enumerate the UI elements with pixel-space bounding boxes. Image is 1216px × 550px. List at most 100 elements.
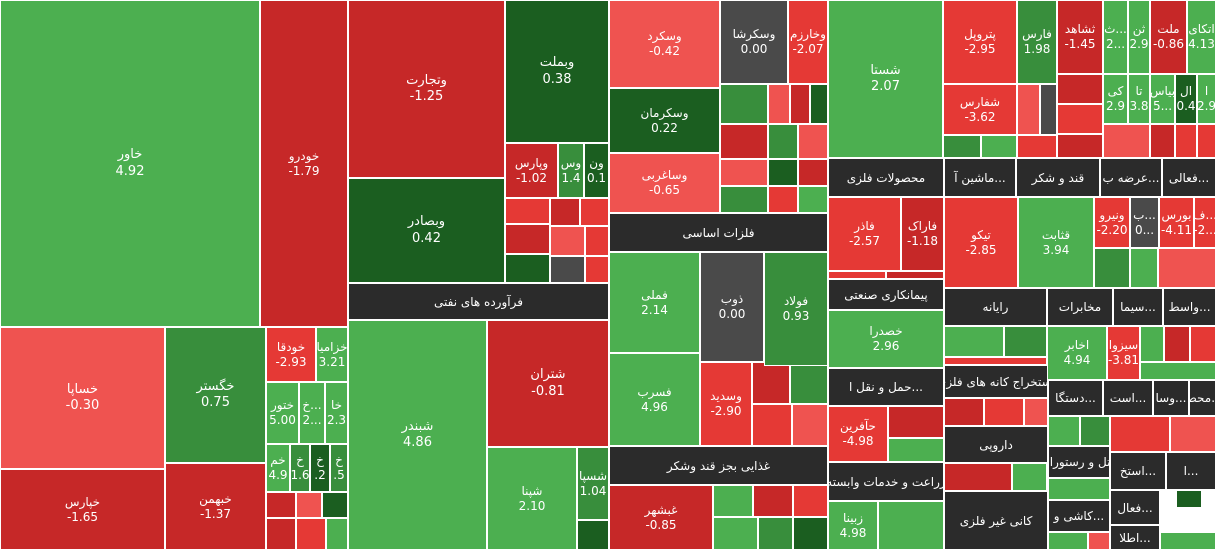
treemap-filler-cell[interactable] xyxy=(1176,490,1202,508)
sector-header[interactable]: داروپی xyxy=(944,426,1048,463)
treemap-tile[interactable]: فاراک -1.18 xyxy=(901,197,944,271)
treemap-tile[interactable]: وسکرمان 0.22 xyxy=(609,88,720,153)
treemap-filler-cell[interactable] xyxy=(1004,326,1047,357)
treemap-tile[interactable]: خا 2.3 xyxy=(325,382,348,444)
treemap-filler-cell[interactable] xyxy=(720,124,768,159)
treemap-filler-cell[interactable] xyxy=(713,517,758,550)
treemap-filler-cell[interactable] xyxy=(1190,326,1216,362)
sector-header[interactable]: است... xyxy=(1103,380,1153,416)
treemap-tile[interactable]: ون 0.1 xyxy=(584,143,609,198)
treemap-tile[interactable]: خودرو -1.79 xyxy=(260,0,348,327)
treemap-filler-cell[interactable] xyxy=(944,398,984,426)
sector-header[interactable]: ا... xyxy=(1166,452,1216,490)
treemap-tile[interactable]: اخابر 4.94 xyxy=(1047,326,1107,380)
treemap-filler-cell[interactable] xyxy=(752,362,790,404)
sector-header[interactable]: محصولات فلزی xyxy=(828,158,944,197)
treemap-tile[interactable]: ذوب 0.00 xyxy=(700,252,764,362)
treemap-tile[interactable]: خپارس -1.65 xyxy=(0,469,165,550)
treemap-filler-cell[interactable] xyxy=(828,271,886,279)
treemap-filler-cell[interactable] xyxy=(1170,416,1216,452)
treemap-filler-cell[interactable] xyxy=(1130,248,1158,288)
treemap-tile[interactable]: تیکو -2.85 xyxy=(944,197,1018,288)
treemap-tile[interactable]: ث... 2... xyxy=(1103,0,1128,74)
treemap-tile[interactable]: حآفرین -4.98 xyxy=(828,406,888,462)
treemap-filler-cell[interactable] xyxy=(1164,326,1190,362)
treemap-filler-cell[interactable] xyxy=(1088,532,1110,550)
treemap-filler-cell[interactable] xyxy=(1140,326,1164,362)
treemap-filler-cell[interactable] xyxy=(888,438,944,462)
treemap-filler-cell[interactable] xyxy=(944,357,1047,365)
treemap-tile[interactable]: خ .5 xyxy=(330,444,348,492)
treemap-filler-cell[interactable] xyxy=(1197,124,1216,158)
treemap-filler-cell[interactable] xyxy=(1048,416,1080,446)
treemap-filler-cell[interactable] xyxy=(943,135,981,158)
treemap-filler-cell[interactable] xyxy=(878,501,944,550)
treemap-filler-cell[interactable] xyxy=(577,520,609,550)
treemap-filler-cell[interactable] xyxy=(550,226,585,256)
sector-header[interactable]: محص... xyxy=(1189,380,1216,416)
sector-header[interactable]: کانی غیر فلزی xyxy=(944,491,1048,550)
treemap-tile[interactable]: خزامیا 3.21 xyxy=(316,327,348,382)
treemap-filler-cell[interactable] xyxy=(720,159,768,186)
treemap-filler-cell[interactable] xyxy=(768,84,790,124)
treemap-filler-cell[interactable] xyxy=(790,362,828,404)
treemap-filler-cell[interactable] xyxy=(793,517,828,550)
treemap-tile[interactable]: بیاس 5... xyxy=(1150,74,1175,124)
treemap-filler-cell[interactable] xyxy=(790,84,810,124)
treemap-tile[interactable]: خساپا -0.30 xyxy=(0,327,165,469)
treemap-tile[interactable]: خ 1.6 xyxy=(290,444,310,492)
sector-header[interactable]: رایانه xyxy=(944,288,1047,326)
treemap-tile[interactable]: فاذر -2.57 xyxy=(828,197,901,271)
treemap-filler-cell[interactable] xyxy=(1017,84,1040,135)
treemap-filler-cell[interactable] xyxy=(505,224,550,254)
treemap-filler-cell[interactable] xyxy=(793,485,828,517)
treemap-tile[interactable]: اتکای 4.13 xyxy=(1187,0,1216,74)
treemap-filler-cell[interactable] xyxy=(720,84,768,124)
treemap-filler-cell[interactable] xyxy=(1080,416,1110,446)
sector-header[interactable]: فعال... xyxy=(1110,490,1160,525)
treemap-tile[interactable]: فولاد 0.93 xyxy=(764,252,828,366)
sector-header[interactable]: غذایی بجز قند وشکر xyxy=(609,446,828,485)
treemap-tile[interactable]: وسدید -2.90 xyxy=(700,362,752,446)
treemap-filler-cell[interactable] xyxy=(1110,416,1170,452)
treemap-filler-cell[interactable] xyxy=(753,485,793,517)
treemap-tile[interactable]: وخارزم -2.07 xyxy=(788,0,828,84)
treemap-tile[interactable]: خگستر 0.75 xyxy=(165,327,266,463)
sector-header[interactable]: استخ... xyxy=(1110,452,1166,490)
treemap-filler-cell[interactable] xyxy=(886,271,944,279)
sector-header[interactable]: فعالی... xyxy=(1162,158,1216,197)
treemap-filler-cell[interactable] xyxy=(1057,74,1103,104)
sector-header[interactable]: کاشی و... xyxy=(1048,500,1110,532)
treemap-tile[interactable]: خبهمن -1.37 xyxy=(165,463,266,550)
sector-header[interactable]: هتل و رستوران xyxy=(1048,446,1110,478)
treemap-tile[interactable]: فسرب 4.96 xyxy=(609,353,700,446)
treemap-tile[interactable]: ونیرو -2.20 xyxy=(1094,197,1130,248)
treemap-filler-cell[interactable] xyxy=(768,124,798,159)
treemap-tile[interactable]: خ... 2... xyxy=(299,382,325,444)
treemap-filler-cell[interactable] xyxy=(1103,124,1150,158)
treemap-tile[interactable]: زبینا 4.98 xyxy=(828,501,878,550)
treemap-tile[interactable]: فارس 1.98 xyxy=(1017,0,1057,84)
treemap-tile[interactable]: خصدرا 2.96 xyxy=(828,310,944,368)
treemap-filler-cell[interactable] xyxy=(296,492,322,518)
treemap-filler-cell[interactable] xyxy=(266,492,296,518)
sector-header[interactable]: فرآورده های نفتی xyxy=(348,283,609,320)
treemap-filler-cell[interactable] xyxy=(888,406,944,438)
treemap-tile[interactable]: وپارس -1.02 xyxy=(505,143,558,198)
treemap-tile[interactable]: ثشاهد -1.45 xyxy=(1057,0,1103,74)
sector-header[interactable]: واسط... xyxy=(1163,288,1216,326)
treemap-tile[interactable]: شتران -0.81 xyxy=(487,320,609,447)
sector-header[interactable]: زراعت و خدمات وابسته xyxy=(828,462,944,501)
treemap-filler-cell[interactable] xyxy=(798,124,828,159)
treemap-tile[interactable]: خاور 4.92 xyxy=(0,0,260,327)
treemap-filler-cell[interactable] xyxy=(1150,124,1175,158)
treemap-filler-cell[interactable] xyxy=(505,198,550,224)
treemap-filler-cell[interactable] xyxy=(1158,248,1216,288)
treemap-filler-cell[interactable] xyxy=(984,398,1024,426)
treemap-tile[interactable]: ف... -2... xyxy=(1194,197,1216,248)
treemap-filler-cell[interactable] xyxy=(585,256,609,283)
treemap-tile[interactable]: شستا 2.07 xyxy=(828,0,943,158)
treemap-tile[interactable]: ا 2.9 xyxy=(1197,74,1216,124)
treemap-filler-cell[interactable] xyxy=(296,518,326,550)
treemap-filler-cell[interactable] xyxy=(1160,532,1216,550)
